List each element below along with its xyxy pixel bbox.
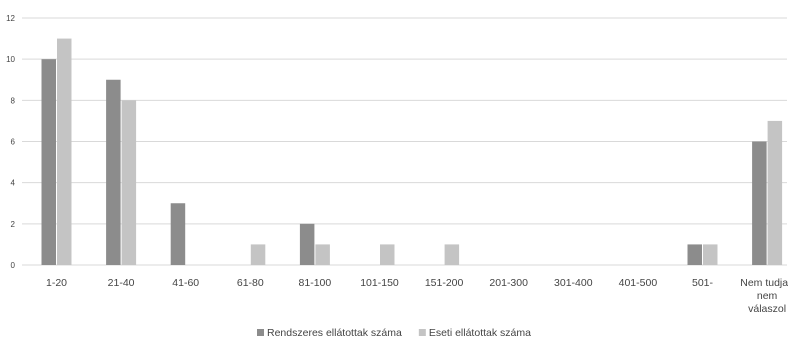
legend: Rendszeres ellátottak száma Eseti ellátot…: [257, 327, 531, 339]
y-tick-label: 4: [11, 179, 16, 188]
y-tick-label: 10: [6, 55, 15, 64]
gridlines: [22, 17, 787, 266]
bar-eseti: [703, 244, 718, 265]
x-tick-label: 101-150: [360, 277, 399, 289]
x-tick-label: 1-20: [46, 277, 67, 289]
y-tick-label: 0: [11, 261, 16, 270]
y-tick-label: 6: [11, 138, 16, 147]
x-tick-label: 61-80: [237, 277, 264, 289]
x-tick-label: 301-400: [554, 277, 593, 289]
legend-label: Eseti ellátottak száma: [429, 327, 531, 339]
x-axis-ticks: 1-20 21-40 41-60 61-80 81-100 101-150 151-200 2…: [46, 277, 788, 315]
x-tick-label: 81-100: [299, 277, 332, 289]
legend-label: Rendszeres ellátottak száma: [267, 327, 402, 339]
x-tick-label: 151-200: [425, 277, 464, 289]
y-tick-label: 12: [6, 14, 15, 23]
bar-rendszeres: [170, 203, 186, 265]
y-tick-label: 2: [11, 220, 16, 229]
y-tick-label: 8: [11, 96, 16, 105]
x-tick-label: 501-: [692, 277, 714, 289]
bar-rendszeres: [106, 79, 121, 265]
bar-eseti: [767, 120, 783, 266]
bar-rendszeres: [752, 141, 767, 265]
bars: [41, 38, 783, 266]
x-tick-label: 201-300: [489, 277, 528, 289]
x-tick-label: 41-60: [172, 277, 199, 289]
bar-rendszeres: [41, 59, 56, 265]
legend-swatch: [257, 329, 264, 336]
bar-rendszeres: [687, 244, 702, 265]
bar-eseti: [444, 244, 460, 265]
bar-rendszeres: [299, 223, 315, 265]
y-axis-ticks: 0 2 4 6 8 10 12: [6, 14, 15, 270]
legend-swatch: [418, 329, 426, 336]
x-tick-label: 401-500: [619, 277, 658, 289]
x-tick-label: 21-40: [108, 277, 135, 289]
bar-eseti: [380, 244, 395, 265]
bar-eseti: [57, 38, 72, 266]
bar-eseti: [250, 244, 266, 265]
bar-eseti: [121, 100, 137, 265]
bar-eseti: [315, 244, 330, 265]
